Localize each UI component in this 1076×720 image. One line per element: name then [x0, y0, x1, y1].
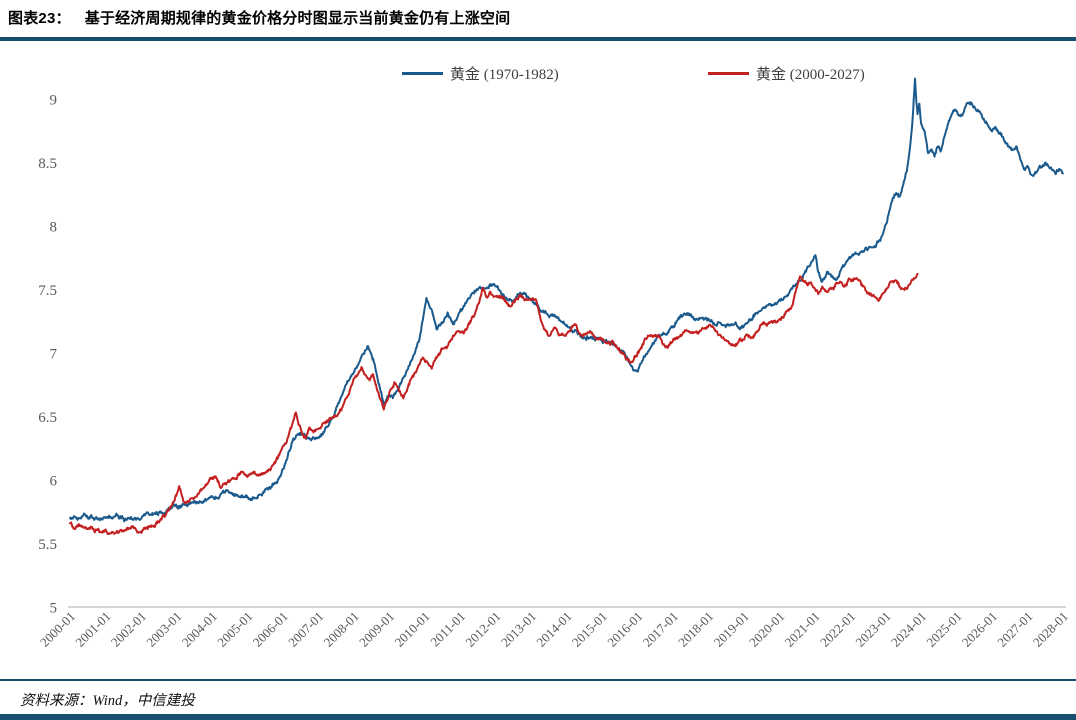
title-rule: [0, 37, 1076, 41]
y-axis-tick-label: 5: [50, 601, 58, 617]
x-axis-tick-label: 2013-01: [498, 609, 539, 650]
figure-number-label: 图表23：: [8, 10, 71, 27]
x-axis-tick-label: 2015-01: [569, 609, 610, 650]
x-axis-tick-label: 2026-01: [959, 609, 1000, 650]
x-axis-tick-label: 2017-01: [640, 609, 681, 650]
x-axis-tick-label: 2021-01: [782, 609, 823, 650]
x-axis-tick-label: 2019-01: [711, 609, 752, 650]
bottom-accent-bar: [0, 714, 1076, 720]
y-axis-tick-label: 7.5: [38, 283, 57, 299]
x-axis-tick-label: 2014-01: [533, 609, 574, 650]
x-axis-tick-label: 2008-01: [321, 609, 362, 650]
x-axis-tick-label: 2000-01: [37, 609, 78, 650]
footer-separator-rule: [0, 679, 1076, 681]
x-axis-tick-label: 2004-01: [179, 609, 220, 650]
x-axis-tick-label: 2001-01: [72, 609, 113, 650]
x-axis-tick-label: 2025-01: [923, 609, 964, 650]
x-axis-tick-label: 2027-01: [994, 609, 1035, 650]
x-axis-tick-label: 2018-01: [675, 609, 716, 650]
series-line-gold-1970-1982: [69, 77, 1064, 523]
x-axis-tick-label: 2007-01: [285, 609, 326, 650]
x-axis-tick-label: 2020-01: [746, 609, 787, 650]
figure-title: 图表23： 基于经济周期规律的黄金价格分时图显示当前黄金仍有上涨空间: [8, 7, 510, 28]
x-axis-tick-label: 2024-01: [888, 609, 929, 650]
x-axis-tick-label: 2006-01: [250, 609, 291, 650]
x-axis-tick-label: 2003-01: [143, 609, 184, 650]
x-axis-tick-label: 2011-01: [427, 609, 468, 650]
y-axis-tick-label: 9: [50, 93, 58, 109]
x-axis-tick-label: 2023-01: [852, 609, 893, 650]
data-source-note: 资料来源：Wind，中信建投: [20, 693, 195, 709]
x-axis-tick-label: 2022-01: [817, 609, 858, 650]
x-axis-tick-label: 2009-01: [356, 609, 397, 650]
y-axis-tick-label: 5.5: [38, 537, 57, 553]
figure-title-text: 基于经济周期规律的黄金价格分时图显示当前黄金仍有上涨空间: [84, 10, 511, 27]
x-axis-tick-label: 2010-01: [391, 609, 432, 650]
y-axis-tick-label: 8: [50, 220, 58, 236]
x-axis-tick-label: 2012-01: [462, 609, 503, 650]
y-axis-tick-label: 6: [50, 474, 58, 490]
y-axis-tick-label: 6.5: [38, 410, 57, 426]
x-axis-tick-label: 2028-01: [1030, 609, 1071, 650]
y-axis-tick-label: 8.5: [38, 156, 57, 172]
x-axis-tick-label: 2016-01: [604, 609, 645, 650]
y-axis-tick-label: 7: [50, 347, 58, 363]
x-axis-tick-label: 2005-01: [214, 609, 255, 650]
series-line-gold-2000-2027: [69, 272, 919, 536]
x-axis-tick-label: 2002-01: [108, 609, 149, 650]
